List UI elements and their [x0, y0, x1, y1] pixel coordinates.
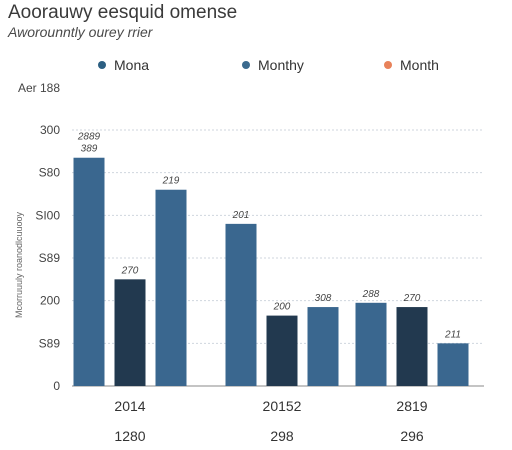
y-tick-label: S80 — [39, 166, 61, 180]
bar — [307, 307, 339, 386]
y-tick-label: SI00 — [35, 208, 60, 222]
y-tick-label: 0 — [53, 379, 60, 393]
x-category-label: 2014 — [114, 398, 145, 414]
bar — [355, 302, 387, 386]
y-tick-label: S89 — [39, 251, 61, 265]
y-tick-label: 200 — [40, 294, 60, 308]
x-category-label: 2819 — [396, 398, 427, 414]
legend-label: Monthy — [258, 57, 304, 73]
bar-value-label: 2889 — [77, 132, 101, 143]
bar-value-label: 219 — [162, 176, 180, 187]
x-category-sublabel: 1280 — [114, 428, 145, 444]
bar-value-label: 389 — [81, 144, 98, 155]
bar-value-label: 270 — [403, 293, 421, 304]
bar-value-label: 211 — [444, 329, 461, 340]
legend-dot-icon — [242, 61, 250, 69]
legend-label: Mona — [114, 57, 150, 73]
legend-label: Month — [400, 57, 439, 73]
legend-dot-icon — [98, 61, 106, 69]
legend-item-month: Month — [384, 57, 439, 73]
bar — [114, 279, 146, 386]
bar-value-label: 200 — [273, 302, 291, 313]
bar-value-label: 308 — [315, 293, 332, 304]
x-category-sublabel: 298 — [270, 428, 294, 444]
bar-value-label: 201 — [232, 210, 250, 221]
bar — [396, 307, 428, 386]
legend-item-mona: Mona — [98, 57, 149, 73]
chart-title: Aoorauwy eesquid omense — [8, 2, 238, 23]
bar-value-label: 270 — [121, 265, 139, 276]
chart-subtitle: Aworounntly ourey rrier — [8, 24, 153, 40]
y-tick-label: 300 — [40, 123, 60, 137]
bar — [225, 223, 257, 386]
bar — [437, 343, 469, 386]
legend-item-monthy: Monthy — [242, 57, 304, 73]
x-category-label: 20152 — [263, 398, 302, 414]
x-category-sublabel: 296 — [400, 428, 424, 444]
y-axis-top-label: Aer 188 — [18, 81, 60, 95]
bar-value-label: 288 — [362, 289, 380, 300]
bar — [73, 157, 105, 386]
y-axis-title: Mcorruuuly roanodlcuuooy — [14, 211, 24, 318]
bar — [155, 189, 187, 386]
bar — [266, 315, 298, 386]
y-tick-label: S89 — [39, 336, 61, 350]
legend-dot-icon — [384, 61, 392, 69]
